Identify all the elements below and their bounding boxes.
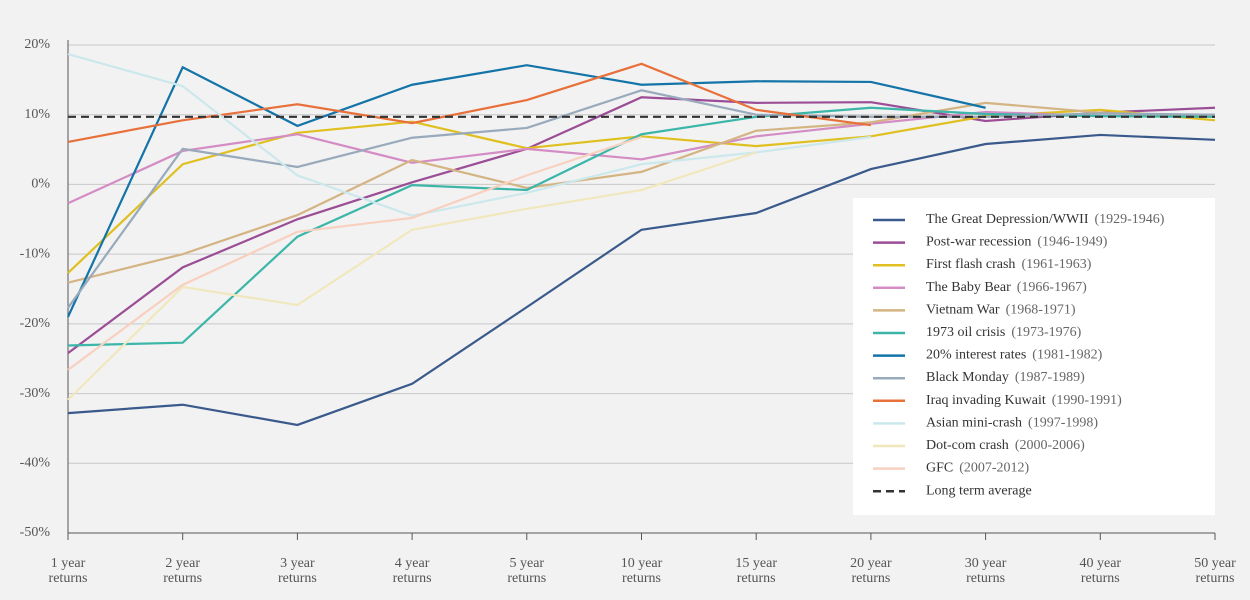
x-tick-label: 50 year returns [1194,556,1236,586]
x-tick-label: 10 year returns [620,556,663,586]
legend-name: The Great Depression/WWII [926,212,1089,227]
legend-period: (1997-1998) [1028,416,1098,431]
legend-label: The Baby Bear (1966-1967) [926,280,1087,295]
y-tick-label: 20% [24,37,50,52]
legend-name: GFC [926,461,953,476]
series-line [67,151,757,401]
legend-period: (1946-1949) [1037,235,1107,250]
legend-name: Vietnam War [926,303,1000,318]
x-tick-label: 20 year returns [850,556,892,586]
legend-label: Post-war recession (1946-1949) [926,235,1108,250]
series-line [67,101,1216,284]
legend-period: (1968-1971) [1006,303,1076,318]
series-line [67,53,872,217]
y-tick-label: 10% [24,107,50,122]
series-line [67,110,1216,205]
legend-name: Asian mini-crash [926,416,1022,431]
legend-period: (1966-1967) [1017,280,1087,295]
legend-name: The Baby Bear [926,280,1011,295]
legend: The Great Depression/WWII (1929-1946) Post… [853,198,1215,515]
x-tick-label: 30 year returns [964,556,1007,586]
legend-label: 20% interest rates (1981-1982) [926,348,1103,363]
legend-label: Asian mini-crash (1997-1998) [926,416,1098,431]
legend-period: (1929-1946) [1094,212,1164,227]
legend-label: Iraq invading Kuwait (1990-1991) [926,393,1122,408]
legend-label: The Great Depression/WWII (1929-1946) [926,212,1165,227]
legend-label: Vietnam War (1968-1971) [926,303,1076,318]
legend-name: Iraq invading Kuwait [926,393,1046,408]
series-line [67,64,986,318]
x-tick-label: 3 year returns [277,556,317,586]
legend-label: Dot-com crash (2000-2006) [926,438,1085,453]
y-tick-label: -50% [20,525,51,540]
x-tick-label: 40 year returns [1079,556,1122,586]
series-line [67,96,1216,355]
legend-period: (2000-2006) [1015,438,1085,453]
x-tick-label: 2 year returns [163,556,203,586]
y-tick-label: -20% [20,316,51,331]
legend-name: Post-war recession [926,235,1031,250]
series-line [67,135,642,371]
legend-period: (1990-1991) [1052,393,1122,408]
y-tick-label: 0% [31,177,50,192]
y-tick-label: -10% [20,246,51,261]
legend-period: (1987-1989) [1015,370,1085,385]
legend-period: (1961-1963) [1021,257,1091,272]
x-tick-label: 15 year returns [735,556,777,586]
x-tick-label: 4 year returns [392,556,432,586]
legend-name: First flash crash [926,257,1015,272]
legend-name: Black Monday [926,370,1009,385]
legend-label: GFC (2007-2012) [926,461,1030,476]
legend-period: (1973-1976) [1011,325,1081,340]
legend-label: Long term average [926,483,1032,498]
legend-period: (1981-1982) [1032,348,1102,363]
legend-label: 1973 oil crisis (1973-1976) [926,325,1082,340]
y-tick-label: -40% [20,456,51,471]
y-tick-label: -30% [20,386,51,401]
legend-label: Black Monday (1987-1989) [926,370,1085,385]
legend-period: (2007-2012) [959,461,1029,476]
legend-name: Dot-com crash [926,438,1009,453]
legend-name: 1973 oil crisis [926,325,1005,340]
legend-label: First flash crash (1961-1963) [926,257,1092,272]
x-tick-label: 5 year returns [507,556,547,586]
series-line [67,89,1216,309]
legend-name: 20% interest rates [926,348,1026,363]
legend-box [853,198,1215,515]
series-line [67,133,1216,427]
x-tick-label: 1 year returns [48,556,88,586]
